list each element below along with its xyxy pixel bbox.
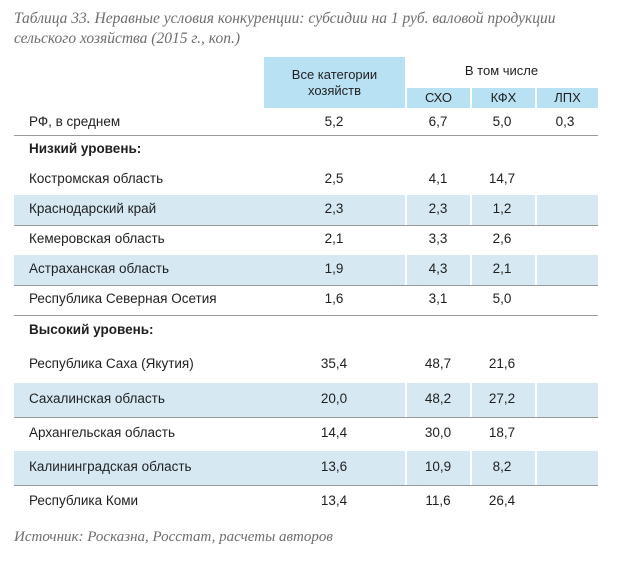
value-kfh: 5,0 — [492, 291, 512, 306]
value-all: 5,2 — [324, 114, 344, 129]
column-divider — [405, 451, 407, 485]
region-name: Астраханская область — [29, 261, 170, 276]
value-all: 1,9 — [324, 261, 344, 276]
value-all: 1,6 — [324, 291, 344, 306]
table-row: Кемеровская область 2,1 3,3 2,6 — [14, 225, 598, 256]
value-kfh: 2,1 — [492, 261, 512, 276]
value-all: 35,4 — [320, 356, 348, 371]
value-kfh: 21,6 — [488, 356, 516, 371]
column-divider — [470, 195, 472, 225]
value-kfh: 14,7 — [488, 171, 516, 186]
table-row: Архангельская область 14,4 30,0 18,7 — [14, 417, 598, 452]
column-divider — [405, 255, 407, 285]
region-name: РФ, в среднем — [29, 114, 121, 129]
column-divider — [470, 383, 472, 417]
column-divider — [535, 383, 537, 417]
table-row: Астраханская область 1,9 4,3 2,1 — [14, 255, 598, 286]
table-row: Краснодарский край 2,3 2,3 1,2 — [14, 195, 598, 226]
table-row: Республика Саха (Якутия) 35,4 48,7 21,6 — [14, 347, 598, 384]
value-all: 13,4 — [320, 493, 348, 508]
value-kfh: 8,2 — [492, 459, 512, 474]
region-name: Костромская область — [29, 171, 164, 186]
value-all: 14,4 — [320, 425, 348, 440]
column-divider — [535, 195, 537, 225]
value-sxo: 4,3 — [428, 261, 448, 276]
region-name: Сахалинская область — [29, 391, 165, 406]
table-row: Республика Коми 13,4 11,6 26,4 — [14, 485, 598, 519]
table-caption: Таблица 33. Неравные условия конкуренции… — [14, 10, 556, 47]
table-row: РФ, в среднем 5,2 6,7 5,0 0,3 — [14, 111, 598, 136]
table-row: Республика Северная Осетия 1,6 3,1 5,0 — [14, 285, 598, 316]
header-kfh: КФХ — [472, 88, 535, 108]
region-name: Калининградская область — [29, 459, 192, 474]
column-divider — [405, 195, 407, 225]
section-header-row: Низкий уровень: — [14, 135, 598, 165]
table-row: Костромская область 2,5 4,1 14,7 — [14, 165, 598, 196]
value-all: 2,1 — [324, 231, 344, 246]
value-sxo: 48,2 — [424, 391, 452, 406]
value-sxo: 11,6 — [425, 493, 451, 508]
column-divider — [470, 255, 472, 285]
header-sxo: СХО — [407, 88, 470, 108]
value-sxo: 48,7 — [424, 356, 452, 371]
value-all: 20,0 — [320, 391, 348, 406]
column-divider — [535, 255, 537, 285]
value-sxo: 2,3 — [428, 201, 448, 216]
value-sxo: 30,0 — [424, 425, 452, 440]
value-all: 2,3 — [324, 201, 344, 216]
value-kfh: 5,0 — [492, 114, 512, 129]
table-source: Источник: Росказна, Росстат, расчеты авт… — [14, 529, 333, 545]
value-kfh: 18,7 — [488, 425, 516, 440]
region-name: Республика Северная Осетия — [29, 291, 217, 306]
header-all-categories: Все категории хозяйств — [264, 57, 405, 108]
column-divider — [405, 383, 407, 417]
section-label: Низкий уровень: — [29, 141, 142, 156]
value-sxo: 3,3 — [428, 231, 448, 246]
column-divider — [535, 451, 537, 485]
value-sxo: 6,7 — [428, 114, 448, 129]
region-name: Республика Коми — [29, 493, 139, 508]
table-row: Калининградская область 13,6 10,9 8,2 — [14, 451, 598, 486]
value-kfh: 1,2 — [492, 201, 512, 216]
value-kfh: 26,4 — [488, 493, 516, 508]
column-divider — [470, 451, 472, 485]
region-name: Республика Саха (Якутия) — [29, 356, 194, 371]
value-sxo: 4,1 — [428, 171, 448, 186]
value-sxo: 10,9 — [424, 459, 452, 474]
region-name: Кемеровская область — [29, 231, 165, 246]
region-name: Краснодарский край — [29, 201, 157, 216]
header-lph: ЛПХ — [537, 88, 598, 108]
value-lph: 0,3 — [555, 114, 575, 129]
region-name: Архангельская область — [29, 425, 176, 440]
section-label: Высокий уровень: — [29, 322, 154, 337]
value-sxo: 3,1 — [428, 291, 448, 306]
table-row: Сахалинская область 20,0 48,2 27,2 — [14, 383, 598, 418]
value-kfh: 2,6 — [492, 231, 512, 246]
section-header-row: Высокий уровень: — [14, 315, 598, 347]
value-all: 2,5 — [324, 171, 344, 186]
header-group: В том числе — [464, 63, 539, 78]
value-kfh: 27,2 — [488, 391, 516, 406]
value-all: 13,6 — [320, 459, 348, 474]
